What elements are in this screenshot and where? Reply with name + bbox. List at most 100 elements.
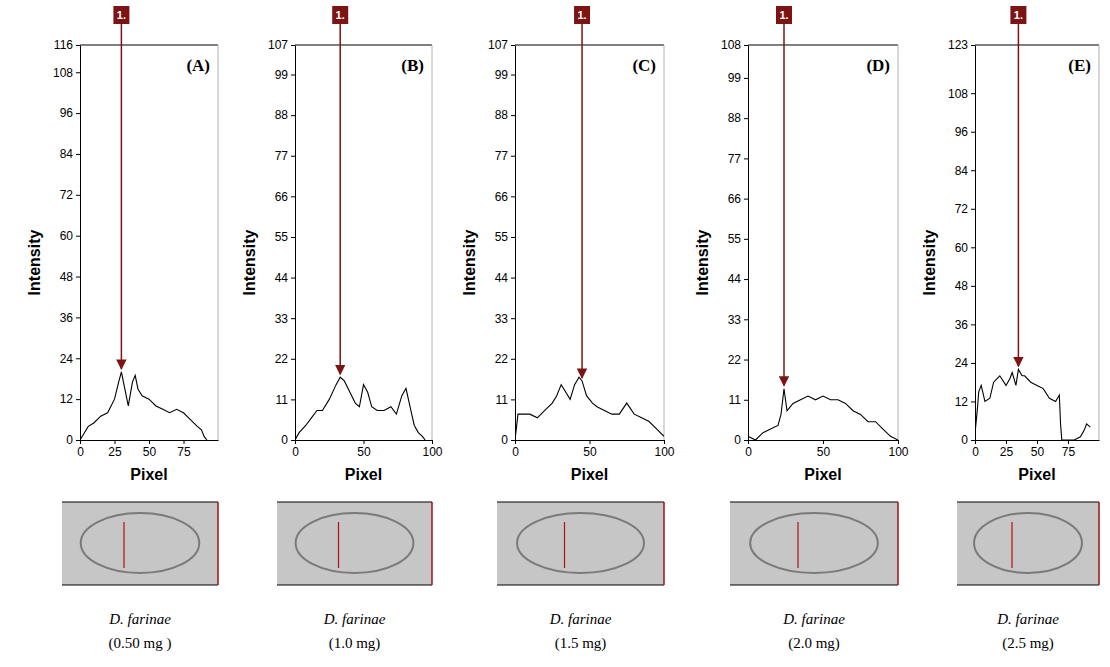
- y-tick: 77: [275, 149, 295, 163]
- intensity-line: [295, 377, 425, 440]
- y-tick-mark: [744, 319, 748, 320]
- peak-marker: 1.: [776, 6, 792, 386]
- y-tick-mark: [76, 72, 80, 73]
- x-tick: 75: [1062, 440, 1076, 459]
- y-tick-mark: [511, 399, 515, 400]
- peak-marker-box: [1010, 6, 1026, 24]
- thumbnail-border: [957, 502, 1099, 503]
- x-tick-mark: [1037, 440, 1038, 444]
- x-tick-mark: [364, 440, 365, 444]
- y-tick-label: 33: [275, 312, 289, 326]
- y-tick-label: 55: [275, 230, 289, 244]
- y-tick-label: 55: [495, 230, 509, 244]
- thumbnail: [957, 502, 1099, 585]
- y-tick-mark: [291, 440, 295, 441]
- x-tick-label: 50: [583, 445, 597, 459]
- y-tick-label: 60: [955, 241, 969, 255]
- x-axis-title: Pixel: [804, 466, 841, 483]
- x-tick-label: 25: [108, 445, 122, 459]
- frame-top: [80, 45, 218, 46]
- thumbnail-profile-line: [564, 522, 565, 568]
- y-tick: 36: [955, 318, 975, 332]
- y-tick-label: 48: [955, 279, 969, 293]
- x-tick-mark: [1006, 440, 1007, 444]
- x-tick: 50: [1031, 440, 1045, 459]
- panel: 0112233445566778899107050100IntensityPix…: [461, 6, 675, 652]
- thumbnail-image: [957, 502, 1099, 585]
- y-tick-label: 107: [268, 38, 288, 52]
- y-tick-mark: [744, 279, 748, 280]
- x-tick: 50: [143, 440, 157, 459]
- y-tick-label: 33: [728, 313, 742, 327]
- y-axis-title: Intensity: [26, 230, 43, 296]
- y-tick: 72: [955, 202, 975, 216]
- y-tick-label: 11: [496, 393, 509, 407]
- thumbnail: [62, 502, 218, 585]
- y-tick-label: 44: [495, 271, 509, 285]
- x-tick-label: 0: [292, 445, 299, 459]
- y-tick-label: 99: [495, 68, 509, 82]
- y-tick: 77: [728, 152, 748, 166]
- x-axis-title: Pixel: [571, 466, 608, 483]
- y-tick-mark: [971, 170, 975, 171]
- y-tick-mark: [971, 324, 975, 325]
- x-tick-mark: [664, 440, 665, 444]
- y-tick-label: 22: [275, 352, 289, 366]
- x-tick: 0: [745, 440, 752, 459]
- panel-title: (C): [632, 56, 656, 75]
- x-tick-mark: [748, 440, 749, 444]
- thumbnail-outline: [296, 513, 414, 573]
- y-tick-mark: [744, 440, 748, 441]
- x-tick-label: 25: [1000, 445, 1014, 459]
- x-tick-mark: [975, 440, 976, 444]
- y-tick: 66: [275, 190, 295, 204]
- peak-arrow: [121, 24, 123, 369]
- y-tick-mark: [744, 239, 748, 240]
- y-tick: 48: [60, 270, 80, 284]
- y-tick-label: 108: [53, 66, 73, 80]
- y-tick-mark: [744, 118, 748, 119]
- y-tick-mark: [511, 318, 515, 319]
- panel-title: (E): [1068, 56, 1091, 75]
- thumbnail-profile-line: [797, 522, 798, 568]
- y-tick-label: 0: [961, 433, 968, 447]
- x-tick: 25: [1000, 440, 1014, 459]
- y-tick: 55: [275, 230, 295, 244]
- caption-amount: (2.0 mg): [788, 635, 840, 652]
- frame-top: [748, 45, 898, 46]
- intensity-line: [975, 369, 1090, 440]
- plot-area: [80, 372, 207, 440]
- y-tick-label: 77: [275, 149, 289, 163]
- y-tick: 108: [53, 66, 80, 80]
- thumbnail-profile-line: [123, 522, 124, 568]
- y-tick-label: 36: [955, 318, 969, 332]
- y-tick-label: 72: [60, 188, 74, 202]
- x-axis-title: Pixel: [345, 466, 382, 483]
- panel-title: (B): [401, 56, 424, 75]
- thumbnail-border: [730, 502, 898, 503]
- y-tick-label: 24: [60, 352, 74, 366]
- peak-arrow: [581, 24, 583, 378]
- plot-area: [515, 377, 664, 440]
- y-tick: 88: [728, 111, 748, 125]
- peak-marker-box: [113, 6, 129, 24]
- x-axis: 0255075: [77, 440, 218, 459]
- thumbnail: [730, 502, 898, 585]
- y-tick-label: 55: [728, 232, 742, 246]
- y-tick-mark: [744, 78, 748, 79]
- y-tick-label: 99: [728, 71, 742, 85]
- x-tick-mark: [432, 440, 433, 444]
- panel: 0112233445566778899107050100IntensityPix…: [241, 6, 443, 652]
- y-tick-mark: [511, 45, 515, 46]
- y-tick: 108: [948, 87, 975, 101]
- frame-right: [432, 45, 433, 440]
- thumbnail-image: [62, 502, 218, 585]
- x-tick-label: 50: [143, 445, 157, 459]
- y-tick-label: 77: [728, 152, 742, 166]
- y-tick-mark: [511, 156, 515, 157]
- y-tick: 107: [488, 38, 515, 52]
- x-tick-mark: [823, 440, 824, 444]
- y-axis: 0112233445566778899107: [268, 38, 296, 447]
- y-tick: 77: [495, 149, 515, 163]
- y-tick: 48: [955, 279, 975, 293]
